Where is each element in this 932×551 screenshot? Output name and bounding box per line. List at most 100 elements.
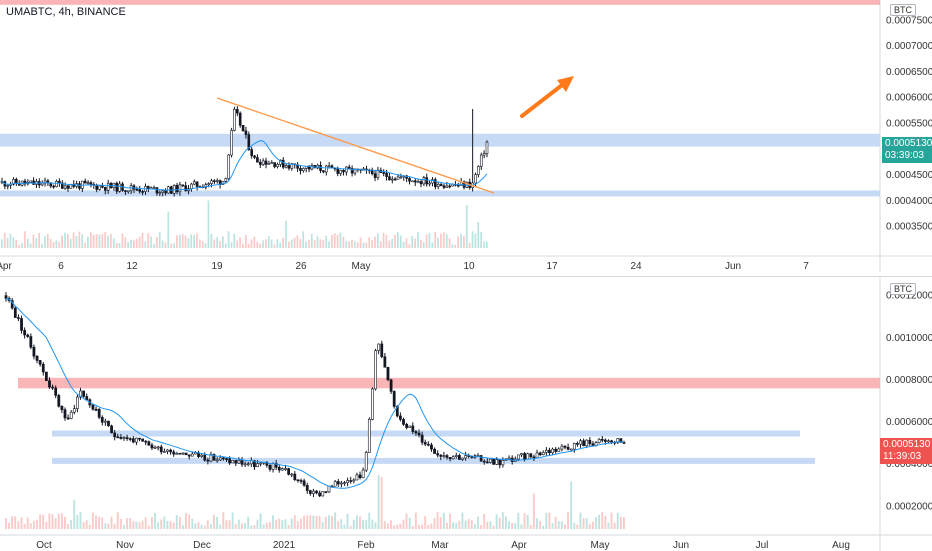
candle-body bbox=[52, 185, 55, 188]
candle-body bbox=[213, 180, 216, 183]
candle-body bbox=[66, 185, 70, 189]
candle-body bbox=[566, 447, 570, 450]
volume-bar bbox=[237, 519, 240, 529]
candle-body bbox=[576, 443, 579, 445]
candle-body bbox=[265, 461, 269, 466]
candle-body bbox=[178, 452, 182, 455]
volume-bar bbox=[300, 518, 302, 529]
time-tick-label: 12 bbox=[126, 261, 138, 272]
candle-body bbox=[69, 411, 73, 419]
volume-bar bbox=[213, 514, 215, 529]
time-tick-label: Jul bbox=[756, 540, 769, 551]
volume-bar bbox=[213, 239, 216, 248]
countdown-top: 03:39:03 bbox=[885, 150, 924, 161]
countdown-bottom: 11:39:03 bbox=[883, 451, 922, 462]
volume-bar bbox=[483, 241, 485, 248]
volume-bar bbox=[81, 234, 84, 248]
volume-bar bbox=[231, 512, 234, 529]
candle-body bbox=[448, 457, 452, 460]
volume-bar bbox=[470, 520, 473, 529]
volume-bar bbox=[343, 524, 346, 529]
candle-body bbox=[79, 390, 82, 398]
candle-body bbox=[51, 386, 54, 389]
candle-body bbox=[520, 453, 523, 456]
candle-body bbox=[20, 318, 23, 331]
candle-body bbox=[308, 490, 312, 494]
volume-bar bbox=[26, 238, 29, 248]
top-chart-svg[interactable]: 0.0007500 0.0007000 0.0006500 0.0006000 0.00… bbox=[0, 0, 932, 272]
volume-bar bbox=[57, 513, 60, 529]
candle-body bbox=[448, 185, 451, 188]
volume-bar bbox=[281, 519, 284, 529]
volume-bar bbox=[551, 523, 554, 529]
candle-body bbox=[95, 184, 99, 190]
candle-body bbox=[256, 463, 259, 468]
candle-body bbox=[281, 159, 285, 168]
candle-body bbox=[396, 176, 400, 180]
volume-bar bbox=[236, 240, 239, 248]
volume-bar bbox=[359, 516, 361, 529]
time-tick-label: 2021 bbox=[273, 540, 296, 551]
candle-body bbox=[152, 187, 156, 189]
candle-body bbox=[270, 162, 274, 164]
volume-bar bbox=[351, 239, 353, 248]
candle-body bbox=[319, 165, 322, 171]
candle-body bbox=[215, 459, 219, 462]
candle-body bbox=[72, 183, 76, 187]
volume-bar bbox=[433, 518, 436, 529]
candle-body bbox=[6, 185, 10, 187]
price-tick-label: 0.0005500 bbox=[886, 118, 932, 129]
volume-bar bbox=[394, 234, 396, 248]
candle-body bbox=[399, 176, 403, 179]
volume-bar bbox=[39, 514, 42, 529]
volume-bar bbox=[268, 522, 271, 529]
candle-body bbox=[380, 343, 384, 358]
volume-bar bbox=[368, 512, 371, 529]
volume-bar bbox=[273, 244, 276, 248]
volume-bar bbox=[431, 242, 434, 248]
volume-bar bbox=[279, 242, 282, 248]
candle-body bbox=[419, 181, 423, 185]
price-tick-label: 0.0003500 bbox=[886, 222, 932, 233]
volume-bar bbox=[448, 238, 451, 248]
bottom-chart-svg[interactable]: 0.0012000 0.0010000 0.0008000 0.0006000 0.00… bbox=[0, 277, 932, 551]
candle-body bbox=[422, 177, 426, 185]
volume-bar bbox=[591, 521, 594, 529]
volume-bar bbox=[75, 236, 78, 248]
currency-label-top[interactable]: BTC bbox=[890, 4, 916, 16]
candle-body bbox=[29, 336, 33, 348]
currency-label-bottom[interactable]: BTC bbox=[890, 283, 916, 295]
volume-bar bbox=[421, 524, 424, 529]
candle-body bbox=[310, 165, 314, 170]
price-badge-top: 0.0005130 03:39:03 bbox=[882, 137, 932, 163]
candle-body bbox=[479, 455, 483, 462]
price-tick-label: 0.0007000 bbox=[886, 41, 932, 52]
candle-body bbox=[195, 181, 199, 187]
candle-body bbox=[498, 459, 502, 466]
volume-bar bbox=[299, 239, 302, 248]
volume-bar bbox=[275, 519, 278, 529]
candle-body bbox=[228, 458, 231, 464]
volume-bar bbox=[107, 523, 110, 529]
candle-body bbox=[293, 473, 297, 480]
volume-bar bbox=[18, 244, 20, 248]
volume-bar bbox=[391, 238, 394, 248]
volume-bar bbox=[290, 239, 293, 248]
volume-bar bbox=[32, 520, 35, 529]
volume-bar bbox=[303, 515, 305, 529]
volume-bar bbox=[8, 522, 10, 529]
candle-body bbox=[190, 453, 194, 457]
volume-bar bbox=[436, 512, 439, 529]
top-chart-panel[interactable]: 0.0007500 0.0007000 0.0006500 0.0006000 0.00… bbox=[0, 0, 932, 272]
volume-bar bbox=[408, 244, 411, 248]
volume-bar bbox=[115, 242, 118, 248]
candle-body bbox=[175, 452, 179, 455]
zone-rect-2 bbox=[52, 457, 815, 464]
volume-bar bbox=[276, 239, 279, 248]
candle-body bbox=[118, 183, 121, 192]
bottom-chart-panel[interactable]: 0.0012000 0.0010000 0.0008000 0.0006000 0.00… bbox=[0, 276, 932, 551]
volume-bar bbox=[598, 514, 601, 529]
volume-bar bbox=[582, 518, 585, 529]
volume-bar bbox=[349, 525, 352, 529]
candle-body bbox=[264, 160, 268, 165]
